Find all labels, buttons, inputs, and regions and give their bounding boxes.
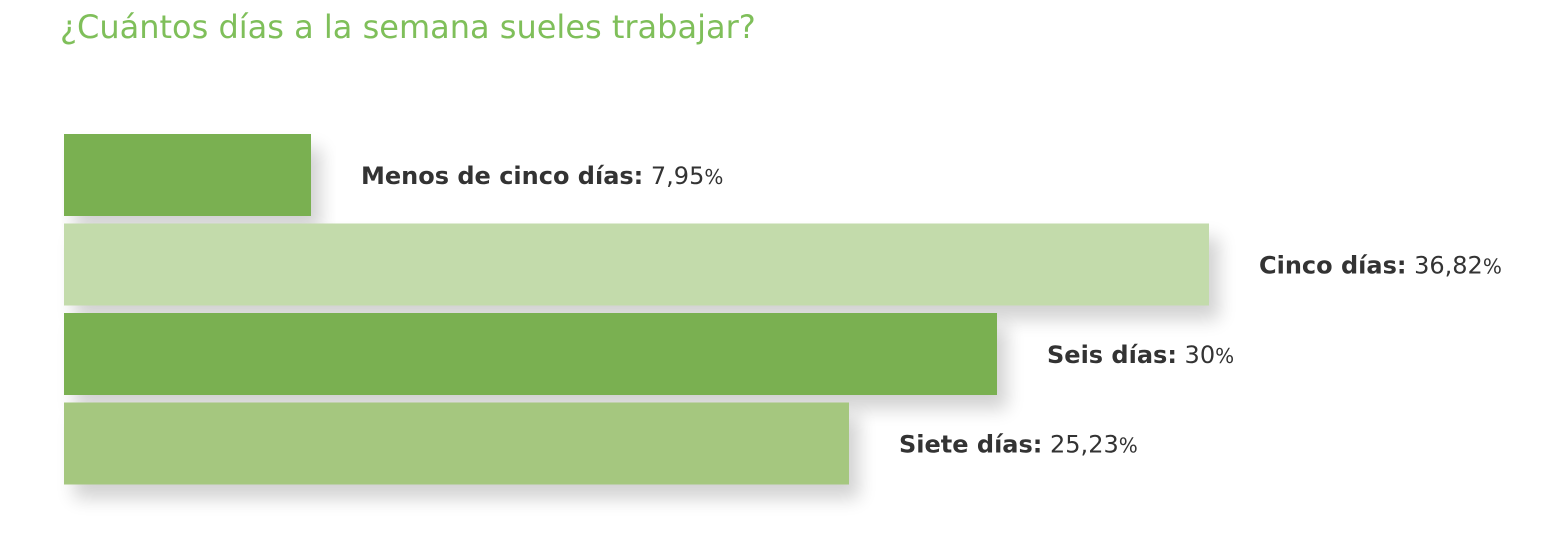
percent-sign: %	[1119, 434, 1138, 458]
percent-sign: %	[1483, 255, 1502, 279]
category-label: Siete días:	[899, 431, 1042, 459]
percent-sign: %	[704, 165, 723, 189]
bar-label-3: Seis días: 30%	[1047, 341, 1234, 369]
value-label: 7,95	[643, 162, 704, 190]
value-label: 25,23	[1042, 431, 1118, 459]
bar-3	[64, 313, 997, 395]
percent-sign: %	[1215, 344, 1234, 368]
bar-1	[64, 134, 311, 216]
value-label: 30	[1177, 341, 1215, 369]
value-label: 36,82	[1406, 252, 1482, 280]
bar-2	[64, 223, 1209, 306]
bar-label-1: Menos de cinco días: 7,95%	[361, 162, 723, 190]
chart-title: ¿Cuántos días a la semana sueles trabaja…	[60, 8, 756, 46]
category-label: Seis días:	[1047, 341, 1177, 369]
bar-label-4: Siete días: 25,23%	[899, 431, 1138, 459]
category-label: Menos de cinco días:	[361, 162, 643, 190]
category-label: Cinco días:	[1259, 252, 1406, 280]
bar-label-2: Cinco días: 36,82%	[1259, 252, 1502, 280]
bar-4	[64, 402, 849, 485]
